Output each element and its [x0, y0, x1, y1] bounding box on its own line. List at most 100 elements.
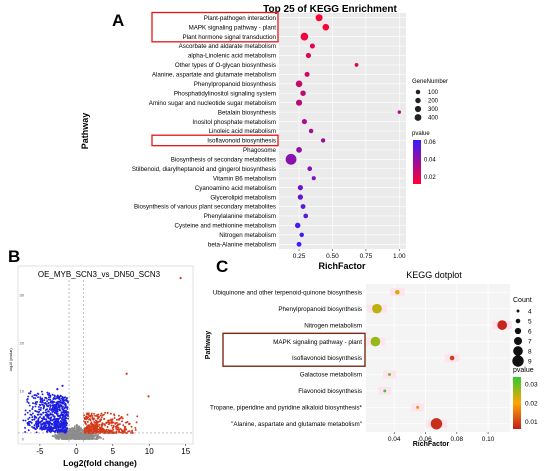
panel-b-y-tick-label: 20 — [20, 340, 25, 345]
panel-b-point-ns — [86, 433, 89, 436]
panel-b-point-up — [104, 430, 107, 433]
panel-b-point-up — [93, 427, 96, 430]
panel-b-point-down — [47, 410, 50, 413]
panel-b-point-ns — [73, 428, 76, 431]
panel-a-highlight-box — [151, 11, 279, 43]
panel-b-point-up — [135, 421, 138, 424]
panel-b-point-down — [58, 428, 61, 431]
panel-b-point-down — [52, 400, 55, 403]
panel-b-point-up — [102, 428, 105, 431]
panel-b-point-down — [29, 390, 32, 393]
panel-b-point-down — [35, 423, 38, 426]
panel-b-point-up — [87, 412, 90, 415]
panel-b-point-down — [34, 416, 37, 418]
panel-b-point-down — [37, 417, 40, 420]
panel-c-pathway-label: Tropane, piperidine and pyridine alkaloi… — [210, 405, 363, 412]
panel-a-colorbar — [413, 140, 421, 184]
panel-b-point-up — [84, 421, 87, 423]
panel-c-highlight-box — [222, 332, 366, 367]
panel-b-point-down — [24, 409, 27, 412]
panel-b-point-ns — [78, 430, 81, 433]
panel-b-point-down — [37, 406, 40, 408]
panel-a-pathway-label: Glycerolipid metabolism — [210, 194, 276, 201]
panel-b-point-down — [31, 412, 34, 415]
panel-b-point-up — [113, 417, 116, 420]
panel-a-size-legend-dot — [414, 114, 422, 121]
panel-b-point-down — [49, 398, 52, 401]
panel-b-point-down — [61, 424, 64, 427]
panel-b-point-ns — [71, 434, 74, 436]
panel-b-point-down — [45, 424, 48, 427]
panel-c-point — [416, 405, 420, 409]
panel-a-title: Top 25 of KEGG Enrichment — [263, 4, 397, 15]
panel-b-point-up — [116, 418, 118, 421]
panel-a-color-legend-label: 0.02 — [424, 175, 436, 181]
panel-b-point-down — [48, 422, 51, 425]
panel-b-point-up — [115, 421, 118, 424]
panel-b-outlier-point — [125, 372, 128, 375]
panel-b-point-up — [110, 424, 113, 427]
panel-b-point-up — [111, 430, 113, 433]
panel-b-point-down — [48, 423, 51, 426]
panel-c-size-legend-dot — [513, 346, 523, 356]
panel-b-point-ns — [54, 436, 56, 438]
panel-b-x-tick-label: -5 — [36, 447, 44, 456]
panel-b-point-down — [33, 394, 36, 397]
panel-b-point-down — [37, 421, 40, 424]
panel-b-point-down — [27, 418, 30, 421]
panel-b-x-tick-label: 0 — [74, 447, 79, 456]
panel-b-point-ns — [90, 437, 92, 439]
panel-b-point-up — [97, 413, 100, 416]
panel-a-highlight-boxes — [151, 11, 279, 147]
panel-b-point-down — [49, 427, 52, 430]
panel-a-point — [299, 232, 304, 238]
panel-c-x-tick-label: 0.08 — [450, 436, 463, 443]
panel-a-x-tick-label: 0.50 — [326, 253, 339, 260]
panel-c-point — [430, 418, 443, 430]
panel-b-point-up — [98, 423, 101, 426]
panel-b-point-up — [95, 414, 98, 417]
panel-b-point-down — [46, 415, 49, 417]
panel-b-point-ns — [80, 431, 82, 434]
panel-c-pathway-label: MAPK signaling pathway - plant — [273, 339, 362, 346]
panel-a-point — [311, 176, 316, 181]
panel-b-point-down — [33, 418, 36, 421]
panel-b-point-down — [26, 400, 29, 403]
panel-b-point-ns — [69, 428, 72, 431]
panel-b-point-down — [65, 427, 68, 430]
panel-b-point-ns — [78, 427, 81, 430]
panel-b-point-down — [32, 402, 34, 405]
panel-label-b: B — [8, 247, 20, 266]
panel-a-point — [305, 52, 311, 59]
panel-b-point-down — [49, 430, 52, 433]
panel-b-point-down — [56, 402, 59, 405]
panel-c-size-legend-label: 8 — [528, 348, 532, 355]
panel-b-point-up — [102, 413, 105, 416]
panel-a-size-legend-dot — [415, 97, 421, 104]
panel-b-point-up — [136, 415, 139, 418]
panel-b-point-down — [31, 425, 33, 428]
panel-b-point-down — [24, 431, 27, 433]
panel-c-size-legend-label: 7 — [528, 338, 532, 345]
panel-b-point-down — [31, 416, 34, 419]
panel-a-point — [320, 138, 326, 143]
panel-b-point-ns — [64, 437, 67, 440]
panel-b-point-down — [27, 402, 30, 405]
panel-b-point-up — [100, 424, 103, 427]
panel-b-point-up — [95, 427, 98, 429]
panel-b-point-down — [60, 411, 63, 414]
panel-a-size-legend-dot — [414, 105, 422, 113]
panel-b-point-ns — [73, 434, 75, 437]
panel-b-point-up — [103, 418, 105, 420]
panel-b-point-down — [59, 409, 62, 412]
panel-b-point-up — [85, 415, 88, 418]
panel-c-point — [383, 389, 387, 393]
panel-b-point-up — [101, 430, 104, 433]
panel-b-point-down — [36, 427, 38, 429]
panel-b-point-up — [100, 425, 103, 428]
panel-b-point-down — [29, 392, 32, 395]
panel-b-point-down — [50, 409, 53, 411]
panel-b-point-down — [46, 391, 49, 394]
panel-a-x-axis-label: RichFactor — [318, 261, 366, 271]
panel-a-point — [354, 63, 359, 67]
